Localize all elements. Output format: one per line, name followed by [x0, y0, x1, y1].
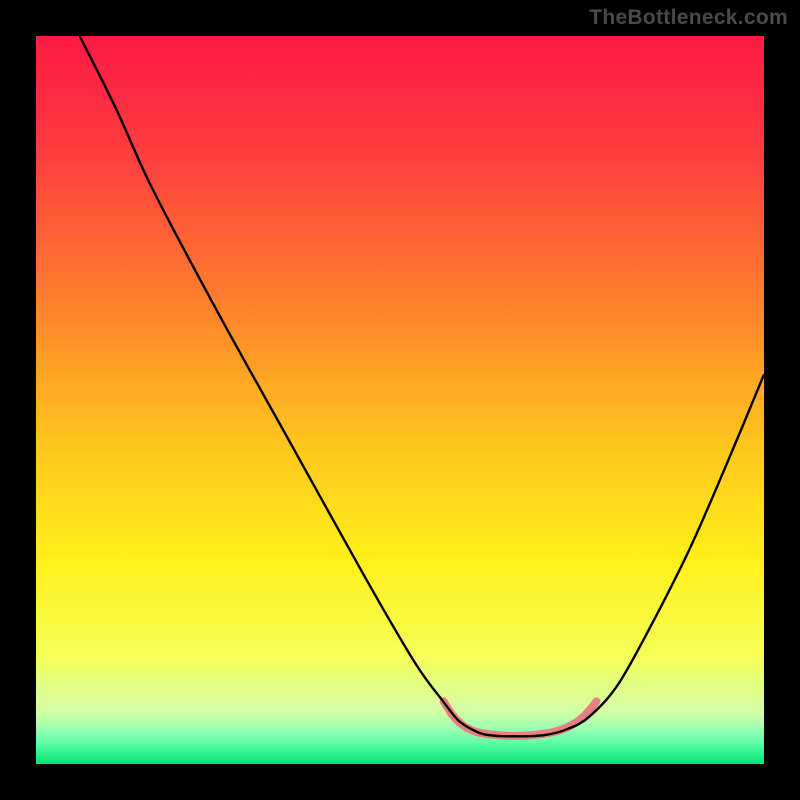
- watermark-text: TheBottleneck.com: [589, 6, 788, 30]
- bottleneck-curve-overlay: [444, 701, 597, 736]
- chart-plot-area: [36, 36, 764, 764]
- chart-svg-layer: [36, 36, 764, 764]
- bottleneck-curve: [80, 36, 764, 736]
